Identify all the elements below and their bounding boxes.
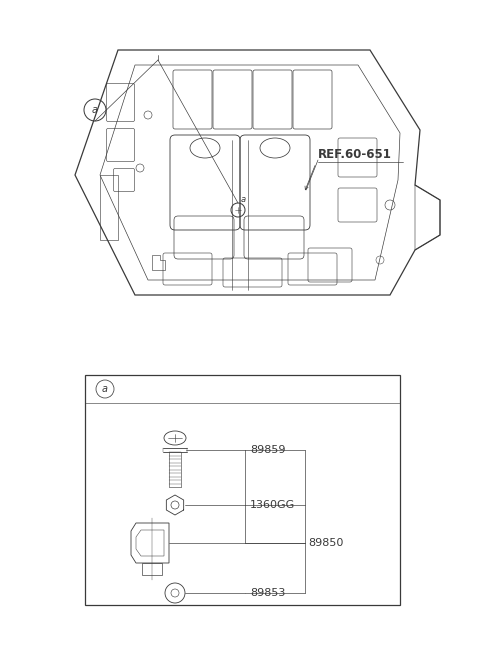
Bar	[85, 375, 400, 605]
Text: a: a	[92, 105, 98, 115]
Text: 1360GG: 1360GG	[250, 500, 295, 510]
Text: a: a	[240, 195, 246, 204]
Text: 89850: 89850	[308, 538, 343, 548]
Text: 89859: 89859	[250, 445, 286, 455]
Text: REF.60-651: REF.60-651	[318, 149, 392, 162]
Text: 89853: 89853	[250, 588, 286, 598]
Text: a: a	[102, 384, 108, 394]
